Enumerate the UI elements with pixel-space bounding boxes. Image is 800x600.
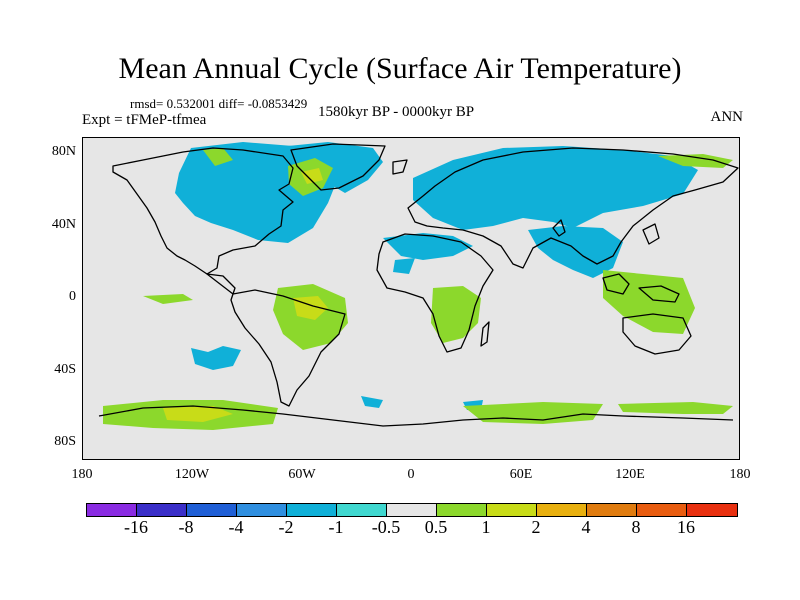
legend-label: 0.5: [424, 517, 448, 537]
legend-color-swatch: [337, 504, 387, 516]
legend-color-swatch: [187, 504, 237, 516]
lon-label: 60E: [509, 467, 533, 482]
lon-label: 120W: [174, 467, 210, 482]
legend-color-swatch: [137, 504, 187, 516]
legend-label: -16: [124, 517, 148, 537]
legend-color-swatch: [237, 504, 287, 516]
stats-text: rmsd= 0.532001 diff= -0.0853429: [130, 96, 308, 111]
season-label: ANN: [710, 109, 744, 125]
coastlines: [98, 143, 739, 427]
lon-label: 120E: [615, 467, 645, 482]
map-frame: [82, 137, 740, 460]
legend-color-swatch: [387, 504, 437, 516]
lat-label: 0: [69, 289, 76, 304]
color-legend-bar: [86, 503, 738, 517]
legend-color-swatch: [487, 504, 537, 516]
lat-label: 40S: [54, 362, 76, 377]
legend-label: 8: [631, 517, 641, 537]
legend-label: -1: [328, 517, 344, 537]
lat-label: 80N: [51, 144, 76, 159]
legend-label: -8: [178, 517, 194, 537]
warmer-anomaly-regions: [163, 168, 328, 422]
legend-label: -2: [278, 517, 294, 537]
legend-label: 16: [677, 517, 695, 537]
legend-color-swatch: [637, 504, 687, 516]
world-map: [98, 142, 739, 430]
legend-color-swatch: [87, 504, 137, 516]
lon-label: 60W: [288, 467, 316, 482]
legend-color-swatch: [287, 504, 337, 516]
plot-title: Mean Annual Cycle (Surface Air Temperatu…: [118, 52, 682, 85]
experiment-label: Expt = tFMeP-tfmea: [82, 112, 207, 128]
period-label: 1580kyr BP - 0000kyr BP: [318, 104, 475, 120]
lon-label: 180: [729, 467, 751, 482]
lon-label: 180: [71, 467, 93, 482]
lon-label: 0: [407, 467, 415, 482]
legend-label: 4: [581, 517, 591, 537]
legend-label: 1: [481, 517, 491, 537]
legend-color-swatch: [587, 504, 637, 516]
legend-color-swatch: [437, 504, 487, 516]
legend-label: -4: [228, 517, 244, 537]
legend-label: -0.5: [371, 517, 401, 537]
legend-color-swatch: [687, 504, 737, 516]
legend-label: 2: [531, 517, 541, 537]
legend-color-swatch: [537, 504, 587, 516]
lat-label: 40N: [51, 217, 76, 232]
lat-label: 80S: [54, 434, 76, 449]
